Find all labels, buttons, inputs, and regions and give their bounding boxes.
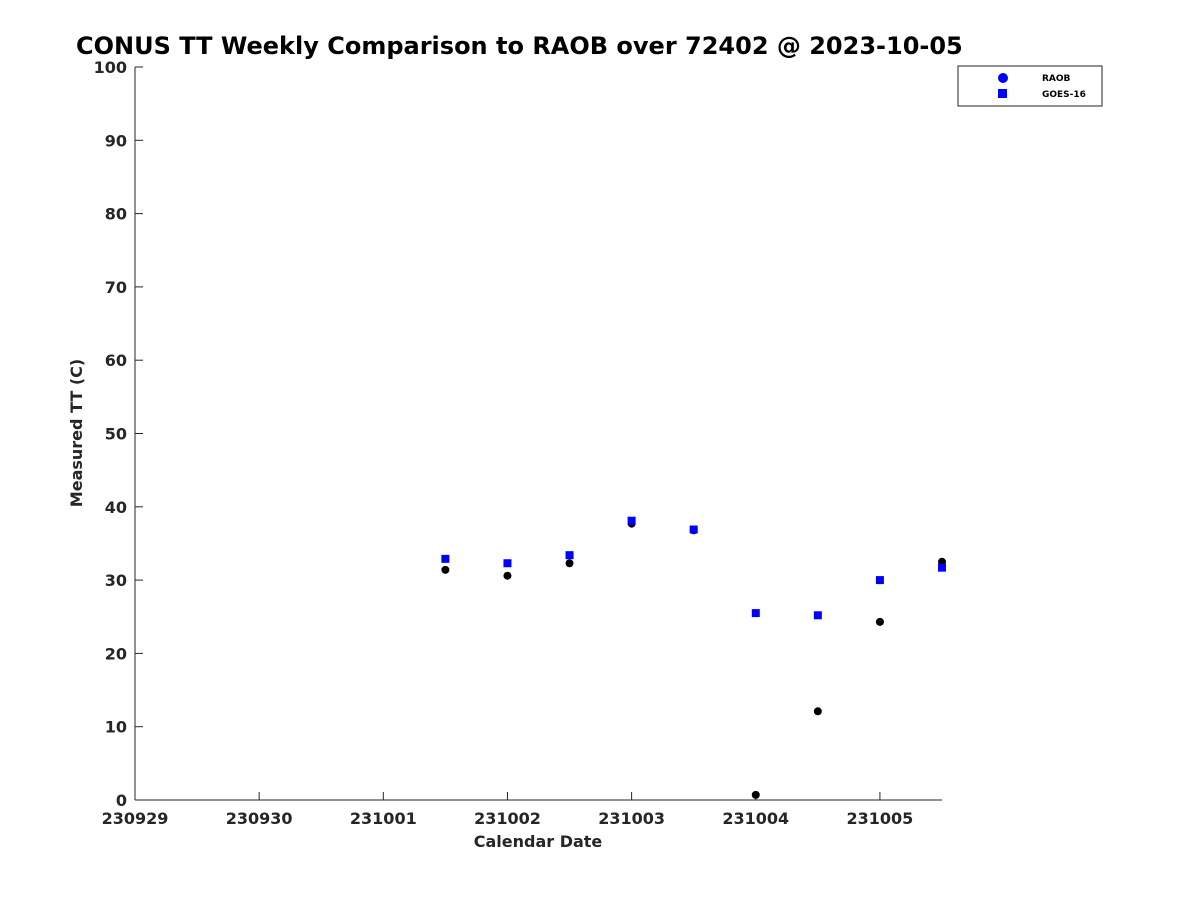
axes xyxy=(134,67,942,801)
point-goes16 xyxy=(875,576,884,585)
point-raob xyxy=(565,559,574,568)
x-tick-label: 231003 xyxy=(598,809,665,828)
y-axis-title: Measured TT (C) xyxy=(67,359,86,507)
point-raob xyxy=(503,571,512,580)
y-ticks: 0 10 20 30 40 50 60 70 80 90 100 xyxy=(94,58,143,810)
chart-title: CONUS TT Weekly Comparison to RAOB over … xyxy=(76,32,963,60)
y-tick-label: 80 xyxy=(105,205,127,224)
point-raob xyxy=(875,617,884,626)
y-tick-label: 50 xyxy=(105,425,127,444)
y-tick-label: 30 xyxy=(105,571,127,590)
data-points xyxy=(441,516,946,799)
y-tick-label: 0 xyxy=(116,791,127,810)
y-tick-label: 10 xyxy=(105,718,127,737)
y-tick-label: 20 xyxy=(105,644,127,663)
point-raob xyxy=(441,565,450,574)
point-goes16 xyxy=(441,554,450,563)
legend-marker-raob xyxy=(998,73,1008,83)
x-tick-label: 230929 xyxy=(102,809,169,828)
legend-box xyxy=(957,65,1103,107)
point-goes16 xyxy=(751,609,760,618)
legend-label-goes16: GOES-16 xyxy=(1042,90,1086,100)
x-ticks: 230929 230930 231001 231002 231003 231004 2310… xyxy=(102,792,914,828)
point-raob xyxy=(813,707,822,716)
y-tick-label: 100 xyxy=(94,58,127,77)
point-goes16 xyxy=(627,516,636,525)
point-goes16 xyxy=(503,559,512,568)
y-tick-label: 40 xyxy=(105,498,127,517)
point-raob xyxy=(751,790,760,799)
y-tick-label: 90 xyxy=(105,131,127,150)
x-tick-label: 231001 xyxy=(350,809,417,828)
y-tick-label: 60 xyxy=(105,351,127,370)
point-goes16 xyxy=(938,563,946,572)
legend: RAOB GOES-16 xyxy=(957,65,1103,107)
x-tick-label: 230930 xyxy=(226,809,293,828)
point-goes16 xyxy=(565,551,574,560)
point-goes16 xyxy=(689,525,698,534)
legend-label-raob: RAOB xyxy=(1042,74,1071,84)
legend-marker-goes16 xyxy=(998,89,1007,98)
x-tick-label: 231004 xyxy=(722,809,789,828)
x-tick-label: 231002 xyxy=(474,809,541,828)
x-tick-label: 231005 xyxy=(847,809,914,828)
x-axis-title: Calendar Date xyxy=(474,832,603,851)
y-tick-label: 70 xyxy=(105,278,127,297)
point-goes16 xyxy=(813,611,822,620)
